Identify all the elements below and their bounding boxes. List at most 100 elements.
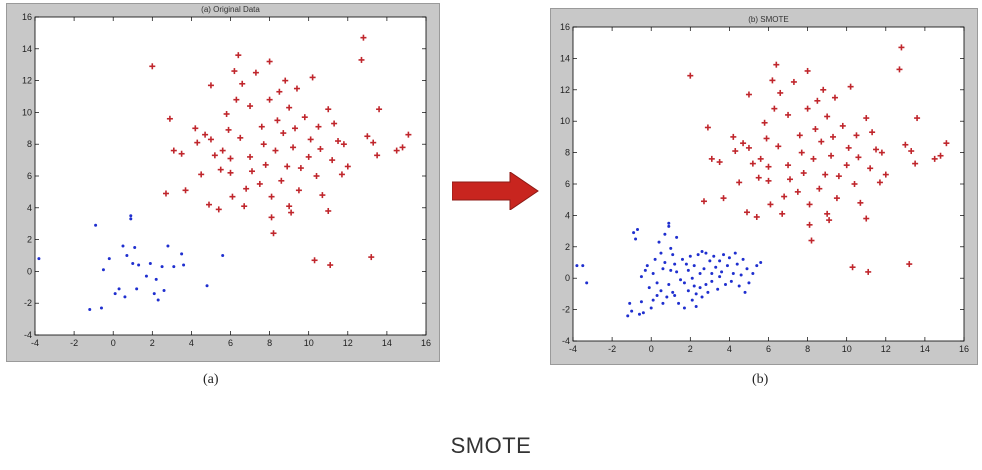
majority-point [295, 187, 302, 194]
majority-point [266, 96, 273, 103]
majority-point [847, 83, 854, 90]
majority-point [814, 97, 821, 104]
majority-point [344, 163, 351, 170]
majority-point [266, 58, 273, 65]
minority-point [630, 309, 634, 313]
main-caption: SMOTE [450, 433, 532, 458]
majority-point [340, 141, 347, 148]
majority-point [292, 125, 299, 132]
majority-point [785, 111, 792, 118]
majority-point [824, 113, 831, 120]
majority-point [912, 160, 919, 167]
majority-point [822, 171, 829, 178]
majority-point [268, 193, 275, 200]
minority-point [669, 268, 673, 272]
majority-point [857, 199, 864, 206]
majority-point [274, 117, 281, 124]
majority-point [162, 190, 169, 197]
majority-point [288, 209, 295, 216]
minority-point [710, 279, 714, 283]
majority-point [873, 146, 880, 153]
majority-point [272, 147, 279, 154]
minority-point [665, 295, 669, 299]
minority-point [129, 217, 133, 221]
minority-point [755, 264, 759, 268]
majority-point [937, 152, 944, 159]
majority-point [798, 149, 805, 156]
x-tick-label: 14 [382, 338, 392, 348]
majority-point [708, 155, 715, 162]
majority-point [262, 161, 269, 168]
minority-point [696, 253, 700, 257]
majority-point [828, 152, 835, 159]
minority-point [667, 282, 671, 286]
minority-point [575, 264, 579, 268]
majority-point [219, 147, 226, 154]
majority-point [740, 140, 747, 147]
minority-point [673, 293, 677, 297]
majority-point [876, 179, 883, 186]
minority-point [643, 268, 647, 272]
majority-point [376, 106, 383, 113]
minority-point [716, 287, 720, 291]
minority-point [581, 264, 585, 268]
minority-point [661, 301, 665, 305]
majority-point [170, 147, 177, 154]
majority-point [743, 209, 750, 216]
majority-point [704, 124, 711, 131]
majority-point [192, 125, 199, 132]
majority-point [286, 104, 293, 111]
minority-point [639, 300, 643, 304]
minority-point [667, 221, 671, 225]
x-tick-label: -2 [608, 344, 616, 354]
majority-point [810, 155, 817, 162]
scatter-plot-smote: (b) SMOTE -4 -2 0 2 4 6 8 10 12 14 16 -4 -2 0 2 4 6 8 10 12 1… [560, 15, 969, 354]
majority-point [335, 138, 342, 145]
right-arrow-icon [452, 172, 539, 210]
majority-point [818, 138, 825, 145]
majority-point [763, 135, 770, 142]
minority-point [121, 244, 125, 248]
minority-point [653, 257, 657, 261]
majority-point [178, 150, 185, 157]
majority-point [227, 155, 234, 162]
minority-point [725, 264, 729, 268]
majority-point [217, 166, 224, 173]
majority-point [319, 192, 326, 199]
y-tick-label: 8 [565, 148, 570, 158]
x-tick-label: 10 [842, 344, 852, 354]
figure-window-original: (a) Original Data -4 -2 0 2 4 6 8 10 12 14 16 -4 -2 0 2… [6, 3, 440, 362]
minority-point [637, 312, 641, 316]
majority-point [806, 221, 813, 228]
minority-point [101, 268, 105, 272]
majority-point [943, 140, 950, 147]
minority-point [720, 270, 724, 274]
majority-point [311, 257, 318, 264]
majority-point [325, 207, 332, 214]
minority-point [162, 288, 166, 292]
majority-point [867, 165, 874, 172]
minority-point [663, 261, 667, 264]
minority-point [698, 286, 702, 290]
majority-point [765, 163, 772, 170]
minority-point [682, 306, 686, 310]
majority-point [831, 94, 838, 101]
minority-point [135, 287, 139, 291]
minority-point [123, 295, 127, 299]
majority-point [730, 133, 737, 140]
minority-point [692, 264, 696, 268]
minority-point [37, 257, 41, 261]
minority-point [718, 275, 722, 279]
majority-point [833, 195, 840, 202]
plot-area [34, 16, 427, 336]
y-tick-label: 6 [565, 179, 570, 189]
majority-point [851, 181, 858, 187]
minority-point [737, 284, 741, 288]
majority-point [896, 66, 903, 73]
minority-point [694, 304, 698, 308]
majority-point [405, 131, 412, 138]
majority-point [290, 144, 297, 151]
majority-point [307, 136, 314, 143]
majority-point [806, 201, 813, 208]
majority-point [231, 68, 238, 75]
